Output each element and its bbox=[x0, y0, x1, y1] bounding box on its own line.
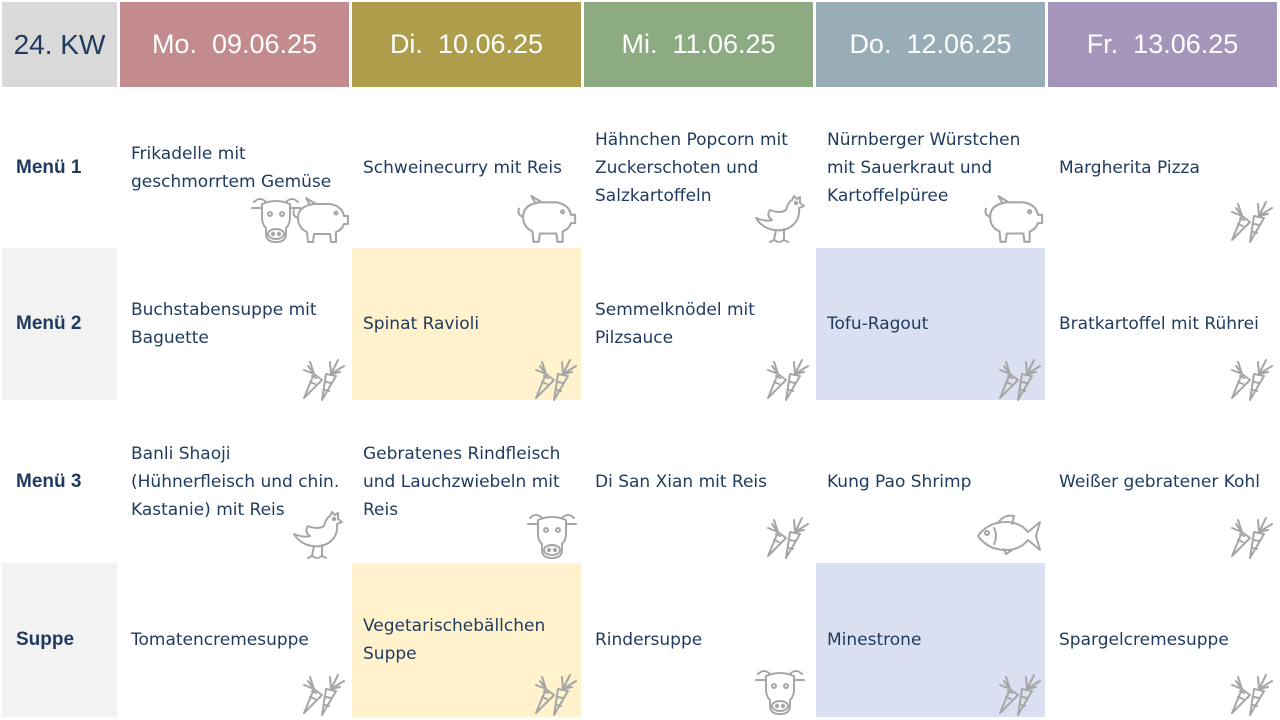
dish-cell: Di San Xian mit Reis bbox=[584, 403, 813, 560]
dish-name: Margherita Pizza bbox=[1059, 157, 1200, 178]
day-header-mon: Mo. 09.06.25 bbox=[120, 2, 349, 87]
dish-cell: Spinat Ravioli bbox=[352, 248, 581, 400]
dish-name: Nürnberger Würstchen mit Sauerkraut und … bbox=[827, 129, 1021, 206]
carrot-icon bbox=[1224, 194, 1276, 244]
day-header-wed: Mi. 11.06.25 bbox=[584, 2, 813, 87]
carrot-icon bbox=[760, 352, 812, 402]
dish-name: Vegetarischebällchen Suppe bbox=[363, 616, 546, 664]
dish-cell: Minestrone bbox=[816, 563, 1045, 717]
row-label-menu-1: Menü 1 bbox=[2, 90, 117, 245]
dish-name: Rindersuppe bbox=[595, 630, 703, 650]
dish-name: Gebratenes Rindfleisch und Lauchzwiebeln… bbox=[363, 443, 561, 520]
dish-cell: Gebratenes Rindfleisch und Lauchzwiebeln… bbox=[352, 403, 581, 560]
dish-name: Semmelknödel mit Pilzsauce bbox=[595, 300, 755, 348]
week-label: 24. KW bbox=[2, 2, 117, 87]
carrot-icon bbox=[296, 667, 348, 717]
dish-cell: Rindersuppe bbox=[584, 563, 813, 717]
dish-cell: Spargelcremesuppe bbox=[1048, 563, 1277, 717]
row-label-menu-3: Menü 3 bbox=[2, 403, 117, 560]
dish-name: Buchstabensuppe mit Baguette bbox=[131, 300, 317, 348]
dish-name: Tofu-Ragout bbox=[827, 314, 929, 334]
day-header-tue: Di. 10.06.25 bbox=[352, 2, 581, 87]
dish-name: Spargelcremesuppe bbox=[1059, 630, 1229, 650]
carrot-icon bbox=[1224, 667, 1276, 717]
dish-name: Frikadelle mit geschmorrtem Gemüse bbox=[131, 143, 332, 192]
dish-cell: Weißer gebratener Kohl bbox=[1048, 403, 1277, 560]
carrot-icon bbox=[528, 352, 580, 402]
carrot-icon bbox=[528, 667, 580, 717]
row-label-menu-2: Menü 2 bbox=[2, 248, 117, 400]
dish-cell: Banli Shaoji (Hühnerfleisch und chin. Ka… bbox=[120, 403, 349, 560]
dish-name: Weißer gebratener Kohl bbox=[1059, 471, 1260, 492]
dish-name: Di San Xian mit Reis bbox=[595, 471, 768, 492]
dish-name: Tomatencremesuppe bbox=[131, 630, 309, 650]
dish-cell: Frikadelle mit geschmorrtem Gemüse bbox=[120, 90, 349, 245]
chicken-icon bbox=[290, 510, 344, 560]
cow-icon bbox=[526, 510, 578, 560]
dish-cell: Tofu-Ragout bbox=[816, 248, 1045, 400]
dish-cell: Kung Pao Shrimp bbox=[816, 403, 1045, 560]
row-label-soup: Suppe bbox=[2, 563, 117, 717]
cow-icon bbox=[754, 666, 806, 716]
dish-cell: Tomatencremesuppe bbox=[120, 563, 349, 717]
dish-name: Spinat Ravioli bbox=[363, 314, 480, 334]
fish-icon bbox=[974, 512, 1044, 556]
dish-name: Schweinecurry mit Reis bbox=[363, 157, 562, 178]
dish-name: Hähnchen Popcorn mit Zuckerschoten und S… bbox=[595, 129, 788, 206]
dish-cell: Hähnchen Popcorn mit Zuckerschoten und S… bbox=[584, 90, 813, 245]
dish-cell: Nürnberger Würstchen mit Sauerkraut und … bbox=[816, 90, 1045, 245]
day-header-fri: Fr. 13.06.25 bbox=[1048, 2, 1277, 87]
dish-cell: Schweinecurry mit Reis bbox=[352, 90, 581, 245]
carrot-icon bbox=[992, 352, 1044, 402]
day-header-thu: Do. 12.06.25 bbox=[816, 2, 1045, 87]
cow-icon bbox=[250, 194, 302, 244]
carrot-icon bbox=[1224, 352, 1276, 402]
dish-name: Banli Shaoji (Hühnerfleisch und chin. Ka… bbox=[131, 443, 340, 520]
pig-icon bbox=[290, 196, 350, 246]
dish-name: Kung Pao Shrimp bbox=[827, 471, 972, 492]
pig-icon bbox=[513, 194, 579, 246]
dish-cell: Semmelknödel mit Pilzsauce bbox=[584, 248, 813, 400]
dish-name: Bratkartoffel mit Rührei bbox=[1059, 314, 1259, 334]
dish-name: Minestrone bbox=[827, 630, 922, 650]
carrot-icon bbox=[1224, 510, 1276, 560]
dish-cell: Bratkartoffel mit Rührei bbox=[1048, 248, 1277, 400]
carrot-icon bbox=[296, 352, 348, 402]
pig-icon bbox=[980, 194, 1046, 246]
dish-cell: Buchstabensuppe mit Baguette bbox=[120, 248, 349, 400]
dish-cell: Vegetarischebällchen Suppe bbox=[352, 563, 581, 717]
carrot-icon bbox=[992, 667, 1044, 717]
chicken-icon bbox=[752, 194, 806, 244]
dish-cell: Margherita Pizza bbox=[1048, 90, 1277, 245]
carrot-icon bbox=[760, 510, 812, 560]
